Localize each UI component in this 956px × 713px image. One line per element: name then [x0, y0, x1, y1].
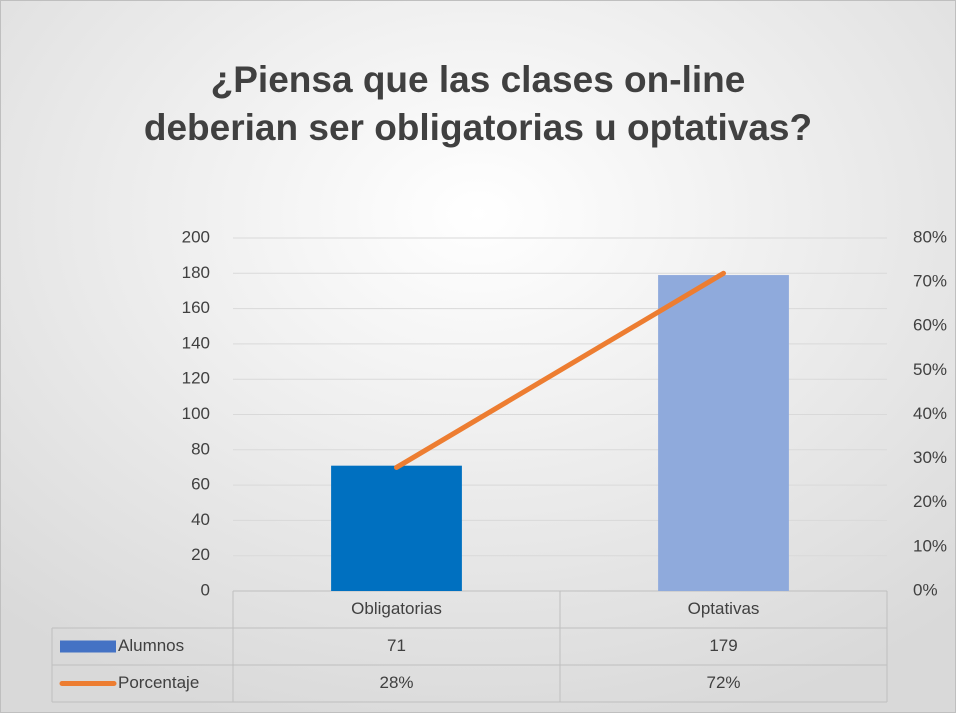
- y-tick-label: 20: [191, 545, 210, 564]
- x-tick-label: Optativas: [688, 599, 760, 618]
- y-tick-label: 0: [201, 580, 210, 599]
- x-tick-label: Obligatorias: [351, 599, 442, 618]
- y-tick-label: 60: [191, 475, 210, 494]
- y-tick-label: 180: [182, 263, 210, 282]
- y2-tick-label: 50%: [913, 360, 947, 379]
- y-tick-label: 80: [191, 439, 210, 458]
- y-tick-label: 160: [182, 298, 210, 317]
- y2-tick-label: 30%: [913, 448, 947, 467]
- legend-label: Porcentaje: [118, 673, 199, 692]
- y-tick-label: 40: [191, 510, 210, 529]
- chart-title: deberian ser obligatorias u optativas?: [144, 107, 812, 148]
- y2-tick-label: 70%: [913, 272, 947, 291]
- legend-key: [60, 640, 116, 653]
- y2-tick-label: 20%: [913, 492, 947, 511]
- bar: [331, 465, 462, 591]
- y2-tick-label: 60%: [913, 316, 947, 335]
- y-tick-label: 140: [182, 333, 210, 352]
- data-label: 72%: [706, 673, 740, 692]
- y2-tick-label: 10%: [913, 536, 947, 555]
- data-label: 28%: [379, 673, 413, 692]
- legend-label: Alumnos: [118, 636, 184, 655]
- chart-title: ¿Piensa que las clases on-line: [211, 59, 746, 100]
- y-tick-label: 100: [182, 404, 210, 423]
- y2-tick-label: 40%: [913, 404, 947, 423]
- bar: [658, 275, 789, 591]
- data-label: 71: [387, 636, 406, 655]
- y-tick-label: 120: [182, 369, 210, 388]
- data-label: 179: [709, 636, 737, 655]
- y2-tick-label: 0%: [913, 580, 938, 599]
- line: [394, 270, 726, 470]
- y-tick-label: 200: [182, 227, 210, 246]
- y2-tick-label: 80%: [913, 227, 947, 246]
